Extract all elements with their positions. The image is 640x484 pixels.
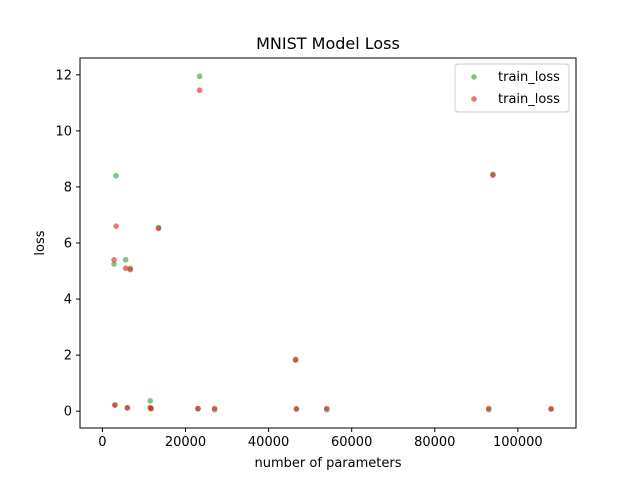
y-tick-label: 12: [55, 68, 72, 83]
chart-title: MNIST Model Loss: [256, 34, 400, 53]
x-tick-label: 20000: [165, 435, 206, 450]
data-point-series-0: [196, 73, 203, 80]
data-point-series-0: [113, 172, 119, 179]
x-tick-label: 60000: [331, 435, 372, 450]
data-point-series-0: [122, 257, 129, 263]
x-tick-label: 100000: [493, 435, 543, 450]
data-point-series-1: [292, 357, 299, 363]
legend-box: [454, 63, 570, 113]
data-point-series-1: [195, 405, 201, 412]
y-tick-label: 6: [64, 237, 72, 252]
x-axis: 0 20000 40000 60000 80000 100000: [98, 428, 543, 450]
data-point-series-1: [111, 257, 117, 263]
x-tick-label: 80000: [414, 435, 455, 450]
x-tick-label: 40000: [248, 435, 289, 450]
data-point-series-1: [122, 265, 129, 272]
data-point-series-1: [323, 405, 330, 412]
data-point-series-1: [155, 225, 162, 232]
data-point-series-1: [148, 405, 154, 412]
y-tick-label: 10: [55, 124, 72, 139]
y-axis-label: loss: [33, 230, 48, 255]
legend-marker-green: [471, 74, 477, 80]
data-point-series-1: [113, 223, 119, 229]
data-point-series-1: [485, 405, 492, 412]
data-point-series-1: [490, 172, 496, 178]
data-point-series-1: [548, 406, 554, 412]
y-axis: 0 2 4 6 8 10 12: [55, 68, 80, 420]
data-point-series-1: [112, 402, 118, 408]
data-point-series-1: [211, 405, 218, 412]
plot-frame: [79, 57, 577, 429]
points-layer: [111, 73, 554, 413]
y-tick-label: 4: [64, 293, 72, 308]
data-point-series-0: [111, 261, 117, 267]
legend-label-red: train_loss: [498, 92, 560, 107]
y-tick-label: 0: [64, 405, 72, 420]
y-tick-label: 2: [64, 349, 72, 364]
data-point-series-1: [124, 405, 131, 411]
legend-marker-red: [471, 96, 477, 102]
legend: train_loss train_loss: [454, 63, 570, 113]
y-tick-label: 8: [64, 180, 72, 195]
data-point-series-1: [127, 266, 134, 273]
data-point-series-0: [147, 398, 154, 404]
x-tick-label: 0: [98, 435, 106, 450]
legend-label-green: train_loss: [498, 70, 560, 85]
x-axis-label: number of parameters: [255, 456, 402, 471]
data-point-series-1: [293, 406, 300, 412]
data-point-series-1: [196, 87, 203, 94]
